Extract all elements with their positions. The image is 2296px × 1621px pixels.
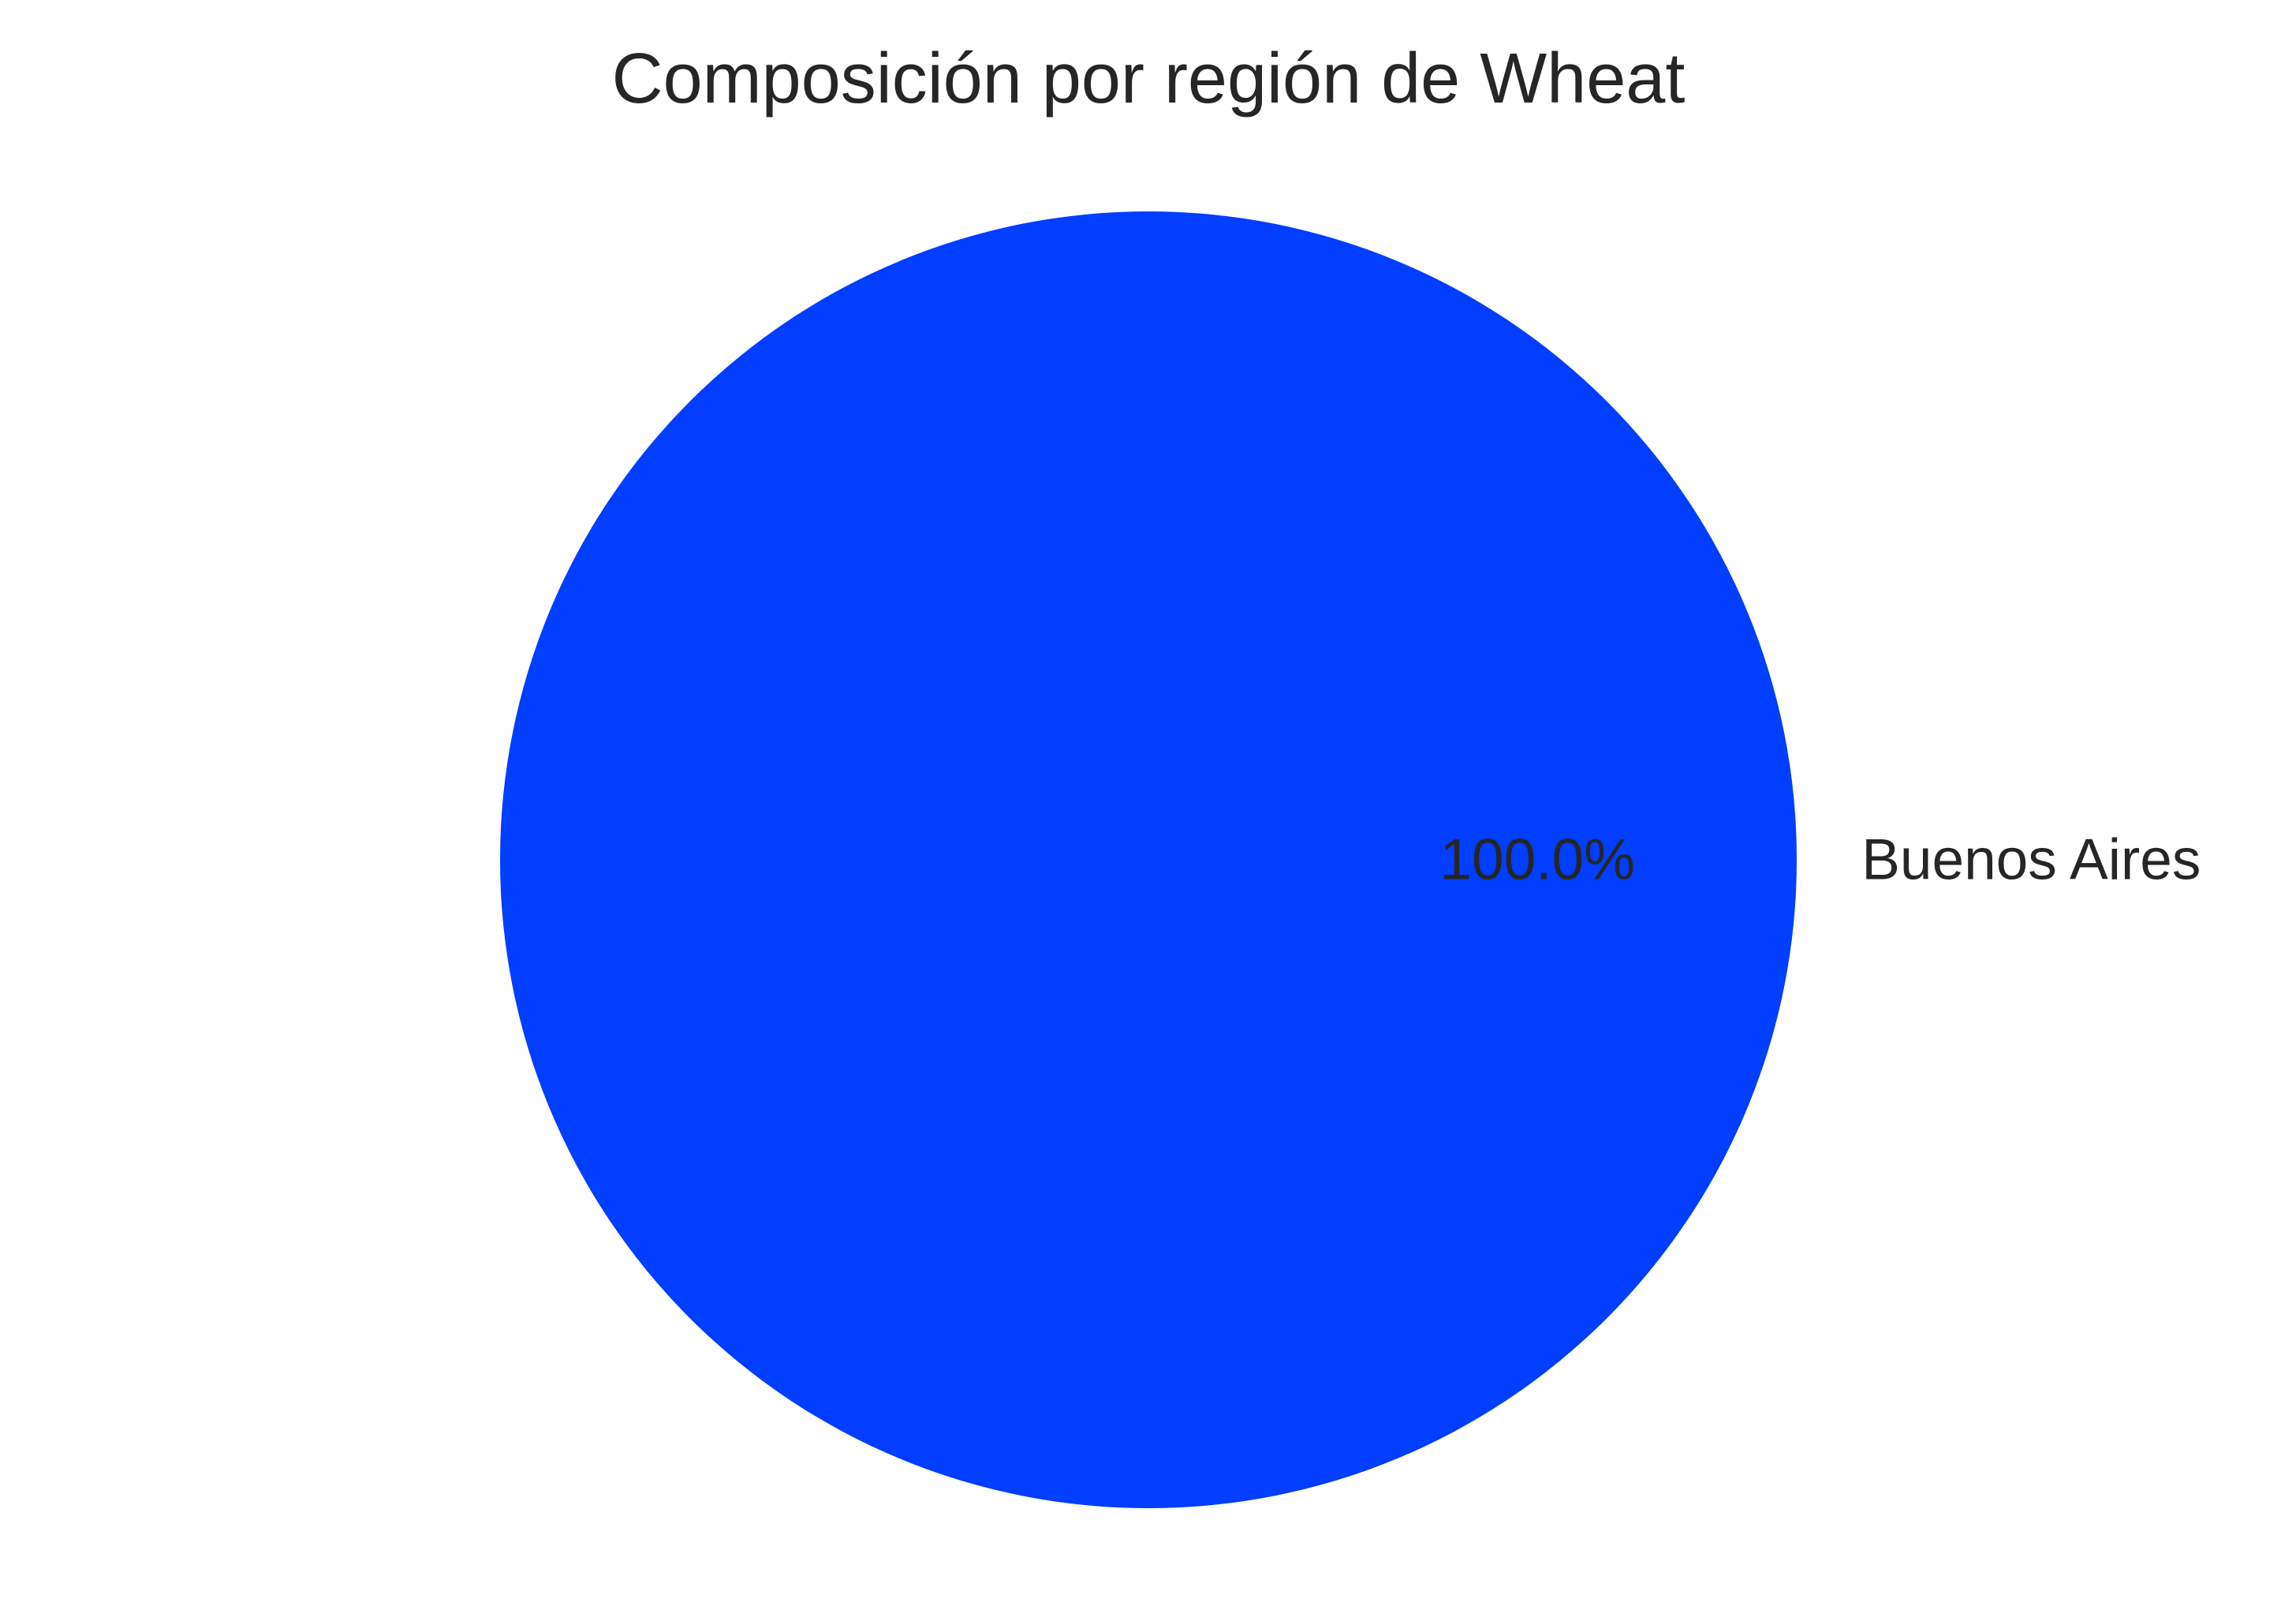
- chart-title: Composición por región de Wheat: [612, 39, 1686, 118]
- pie-labels: Buenos Aires 100.0%: [1439, 828, 2201, 892]
- pie-slice: [500, 211, 1797, 1508]
- pie-slices: [500, 211, 1797, 1508]
- slice-percent-label: 100.0%: [1439, 828, 1635, 892]
- slice-category-label: Buenos Aires: [1861, 828, 2201, 892]
